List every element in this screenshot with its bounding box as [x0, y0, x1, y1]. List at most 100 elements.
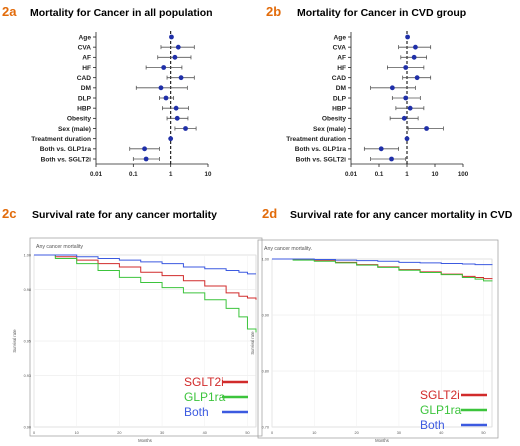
row-label: Sex (male): [313, 126, 346, 133]
row-label: DLP: [78, 95, 92, 102]
x-tick-label: 10: [312, 431, 316, 435]
x-tick-label: 1: [405, 171, 409, 178]
x-tick-label: 0.01: [345, 171, 358, 178]
estimate-point: [172, 54, 178, 60]
forest-plot-2a: 0.01 0.1 1 10 Age CVA AF HF CAD DM DLP HBP Obesity Se…: [31, 31, 212, 178]
row-label: Treatment duration: [286, 136, 346, 143]
panel-d-title: Survival rate for any cancer mortality i…: [290, 209, 513, 221]
y-tick-label: 0.70: [262, 426, 269, 430]
x-tick-label: 0: [271, 431, 273, 435]
x-tick-label: 40: [439, 431, 443, 435]
x-tick-label: 50: [245, 431, 249, 435]
estimate-point: [158, 85, 164, 91]
x-tick-label: 30: [160, 431, 164, 435]
plot-frame: [257, 239, 499, 439]
row-label: HF: [82, 65, 91, 72]
legend-label: GLP1ra: [184, 390, 226, 404]
estimate-point: [413, 44, 418, 50]
row-label: CAD: [77, 75, 92, 82]
series-line-glp1ra: [34, 254, 257, 333]
x-tick-label: 10: [432, 171, 439, 178]
y-tick-label: 0.93: [24, 374, 31, 378]
x-tick-label: 20: [354, 431, 358, 435]
legend-label: SGLT2i: [420, 388, 460, 402]
estimate-point: [403, 95, 409, 101]
row-label: DM: [336, 85, 347, 92]
row-label: DLP: [333, 95, 347, 102]
x-tick-label: 20: [117, 431, 121, 435]
plot-frame: [29, 237, 263, 437]
row-label: HBP: [77, 105, 92, 112]
row-label: Age: [334, 34, 347, 41]
plot-subtitle: Any cancer mortality.: [264, 246, 312, 252]
estimate-point: [424, 126, 429, 131]
row-label: Age: [79, 34, 92, 41]
legend-label: Both: [184, 405, 209, 419]
x-tick-label: 10: [75, 431, 79, 435]
plot-area: [271, 258, 493, 428]
y-tick-label: 0.95: [24, 340, 31, 344]
x-tick-label: 50: [481, 431, 485, 435]
legend-label: GLP1ra: [420, 403, 462, 417]
x-axis-label: Months: [375, 438, 389, 443]
estimate-point: [378, 146, 384, 152]
forest-plot-2b: 0.01 0.1 1 10 100 Age CVA AF HF CAD DM DLP HBP Obesit…: [286, 31, 469, 178]
row-label: Obesity: [67, 116, 92, 123]
estimate-point: [175, 44, 181, 50]
x-axis-label: Months: [138, 438, 152, 443]
row-label: Both vs. SGLT2i: [41, 156, 92, 163]
x-tick-label: 100: [458, 171, 469, 178]
estimate-point: [389, 156, 394, 162]
y-tick-label: 0.90: [24, 426, 31, 430]
row-label: CVA: [333, 44, 347, 51]
estimate-point: [169, 34, 174, 40]
x-tick-label: 40: [203, 431, 207, 435]
series-line-glp1ra: [272, 258, 493, 282]
panel-c-tag: 2c: [2, 206, 16, 221]
y-axis-label: Survival rate: [250, 331, 255, 355]
x-tick-label: 1: [169, 171, 173, 178]
estimate-point: [178, 75, 184, 81]
row-label: Sex (male): [58, 126, 91, 133]
y-tick-label: 0.80: [262, 370, 269, 374]
panel-c-title: Survival rate for any cancer mortality: [32, 209, 217, 221]
estimate-point: [161, 65, 167, 70]
x-tick-label: 30: [397, 431, 401, 435]
estimate-point: [411, 54, 417, 60]
legend-label: Both: [420, 418, 445, 432]
y-axis-label: Survival rate: [12, 329, 17, 353]
estimate-point: [163, 95, 169, 101]
estimate-point: [403, 65, 409, 70]
series-line-both: [34, 254, 256, 275]
estimate-point: [401, 115, 407, 121]
row-label: CVA: [78, 44, 92, 51]
row-label: Treatment duration: [31, 136, 91, 143]
row-label: AF: [82, 55, 91, 62]
row-label: Both vs. GLP1ra: [295, 146, 347, 153]
panel-a-title: Mortality for Cancer in all population: [30, 7, 213, 19]
estimate-point: [173, 105, 179, 111]
plot-subtitle: Any cancer mortality: [36, 244, 83, 250]
y-tick-label: 0.98: [24, 288, 31, 292]
x-tick-label: 0.01: [90, 171, 103, 178]
x-tick-label: 0: [33, 431, 35, 435]
y-tick-label: 1.00: [262, 258, 269, 262]
x-tick-label: 0.1: [129, 171, 138, 178]
y-tick-label: 1.00: [24, 254, 31, 258]
estimate-point: [174, 115, 180, 121]
row-label: DM: [81, 85, 92, 92]
x-tick-label: 0.1: [375, 171, 384, 178]
row-label: HBP: [332, 105, 347, 112]
estimate-point: [389, 85, 395, 91]
row-label: Both vs. GLP1ra: [40, 146, 92, 153]
estimate-point: [414, 75, 420, 81]
y-tick-label: 0.90: [262, 314, 269, 318]
estimate-point: [405, 34, 410, 40]
estimate-point: [142, 146, 147, 152]
estimate-point: [183, 126, 188, 131]
survival-plot-2d: Any cancer mortality. 0.70 0.80 0.90 1.00 0 10…: [250, 239, 499, 443]
legend-label: SGLT2i: [184, 375, 224, 389]
estimate-point: [407, 105, 413, 111]
panel-a-tag: 2a: [2, 4, 17, 19]
